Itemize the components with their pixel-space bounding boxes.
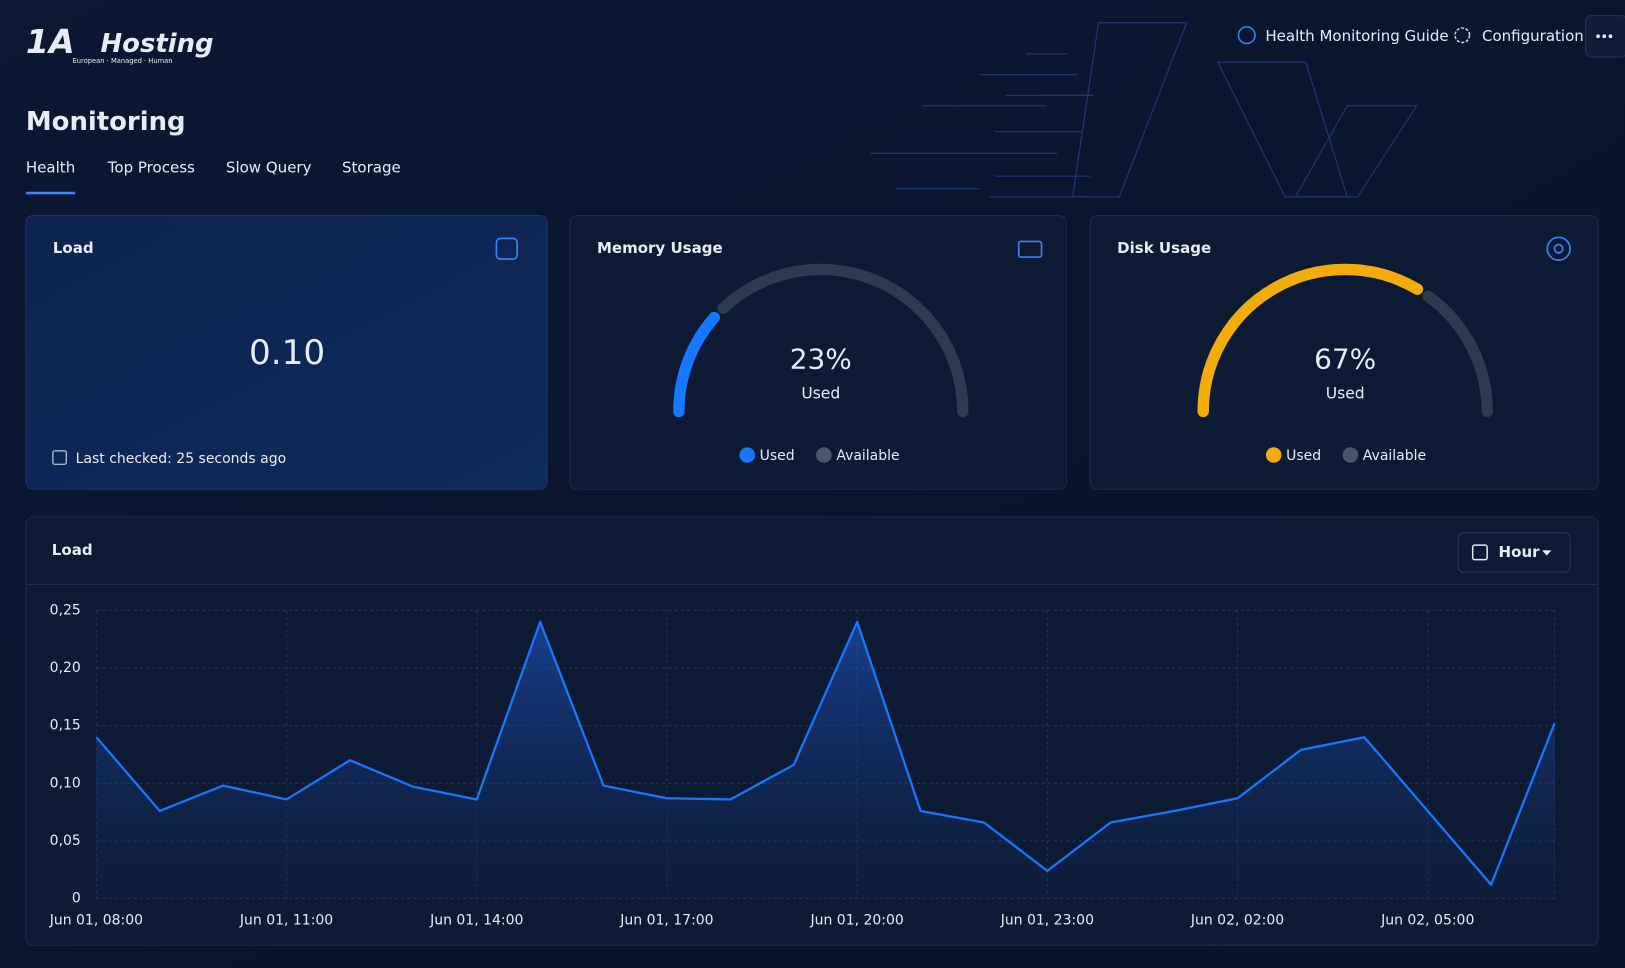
card-title: Disk Usage: [1117, 239, 1211, 257]
legend-label: Used: [1286, 448, 1321, 464]
memory-icon: [1017, 240, 1043, 258]
legend-label: Used: [760, 448, 795, 464]
watermark: [870, 22, 1418, 198]
line: [95, 620, 1556, 886]
gauge-used: [673, 311, 720, 418]
legend-dot: [739, 447, 755, 463]
gauge-value: 23%: [790, 343, 852, 376]
y-tick-label: 0,25: [50, 602, 81, 618]
page-title: Monitoring: [26, 107, 186, 137]
logo-name: Hosting: [101, 29, 214, 59]
x-tick-label: Jun 02, 05:00: [1380, 912, 1474, 928]
tab[interactable]: Slow Query: [226, 158, 312, 176]
tab[interactable]: Storage: [342, 158, 401, 176]
x-tick-label: Jun 02, 02:00: [1190, 912, 1284, 928]
x-tick-label: Jun 01, 08:00: [49, 912, 143, 928]
guide-link[interactable]: Health Monitoring Guide: [1265, 27, 1448, 45]
disk-card: [1089, 215, 1599, 490]
calendar-icon: [1471, 544, 1488, 561]
gear-icon: [1454, 27, 1471, 44]
last-checked: Last checked: 25 seconds ago: [76, 451, 287, 467]
x-tick-label: Jun 01, 14:00: [429, 912, 523, 928]
cpu-icon: [495, 237, 518, 260]
y-tick-label: 0,10: [50, 775, 81, 791]
load-card: [25, 215, 548, 490]
legend-label: Available: [836, 448, 899, 464]
card-title: Load: [53, 239, 94, 257]
gauge-value: 67%: [1314, 343, 1376, 376]
y-tick-label: 0,05: [50, 833, 81, 849]
gauge-track: [717, 263, 969, 418]
tab[interactable]: Health: [26, 158, 75, 176]
card-title: Memory Usage: [597, 239, 723, 257]
tab-underline: [25, 191, 76, 195]
legend-dot: [1342, 447, 1359, 463]
range-dropdown[interactable]: [1457, 532, 1571, 573]
calendar-icon: [52, 450, 68, 466]
help-icon: [1237, 26, 1256, 45]
tab[interactable]: Top Process: [107, 158, 195, 176]
disk-icon: [1546, 236, 1571, 261]
area-fill: [96, 621, 1555, 899]
y-tick-label: 0: [72, 891, 81, 907]
gauge-used: [1197, 263, 1424, 418]
legend-label: Available: [1363, 448, 1426, 464]
x-tick-label: Jun 01, 20:00: [810, 912, 904, 928]
chart-title: Load: [52, 541, 93, 559]
logo-mark: 1A: [26, 22, 75, 61]
caret: [1542, 550, 1552, 556]
memory-card: [569, 215, 1067, 490]
y-tick-label: 0,15: [50, 718, 81, 734]
x-tick-label: Jun 01, 17:00: [619, 912, 713, 928]
legend-dot: [1265, 447, 1282, 463]
gauge-track: [1422, 290, 1493, 418]
config-link[interactable]: Configuration: [1482, 27, 1584, 45]
logo-tagline: European · Managed · Human: [73, 57, 173, 65]
range-label: Hour: [1499, 543, 1541, 561]
y-tick-label: 0,20: [50, 660, 81, 676]
load-value: 0.10: [249, 333, 325, 373]
x-tick-label: Jun 01, 23:00: [1000, 912, 1094, 928]
legend-dot: [816, 447, 832, 463]
x-tick-label: Jun 01, 11:00: [239, 912, 333, 928]
gauge-caption: Used: [801, 384, 840, 402]
more-dots: [1596, 34, 1613, 39]
gauge-caption: Used: [1326, 384, 1365, 402]
